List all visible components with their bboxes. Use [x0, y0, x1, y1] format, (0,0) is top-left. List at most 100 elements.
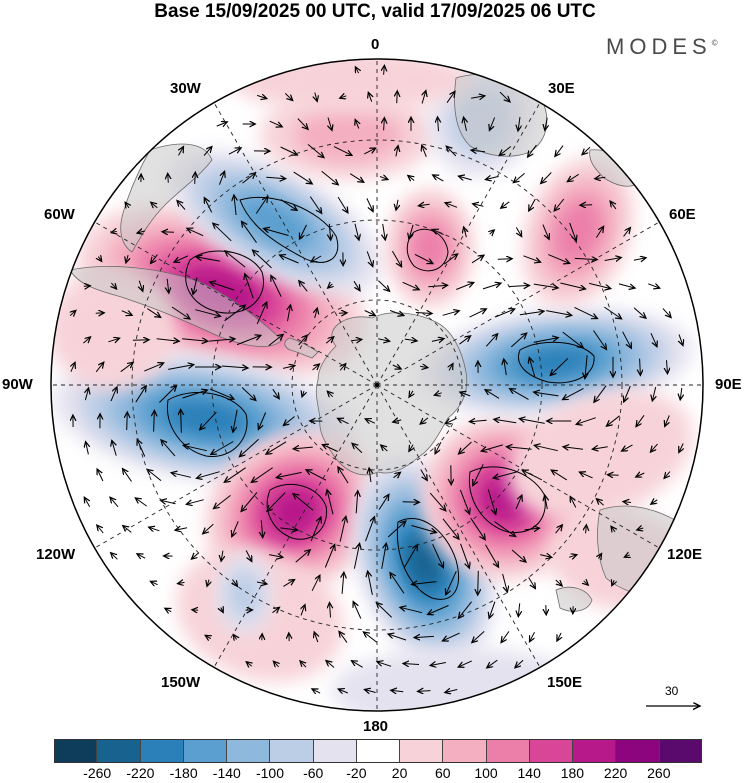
wind-vector [269, 120, 283, 127]
wind-vector [622, 331, 632, 349]
contour-line [468, 466, 546, 534]
lon-label-90w: 90W [2, 376, 33, 393]
wind-vector [384, 118, 385, 131]
wind-vector [351, 661, 363, 668]
modes-logo: MODES© [606, 34, 718, 60]
wind-vector [311, 255, 322, 262]
colorbar-tick-label: -260 [83, 765, 112, 781]
wind-vector [636, 473, 645, 477]
wind-vector [392, 365, 401, 369]
colorbar-tick-label: 260 [647, 765, 671, 781]
wind-vector [111, 553, 118, 560]
wind-vector [499, 91, 510, 102]
wind-vector [515, 659, 524, 668]
wind-vector [151, 202, 158, 208]
landmass [69, 266, 283, 347]
wind-vector [595, 226, 603, 238]
lon-label-60w: 60W [44, 206, 75, 223]
colorbar-cell [140, 739, 184, 763]
wind-vector [70, 310, 76, 315]
wind-vector [309, 196, 321, 214]
wind-vector [435, 441, 442, 454]
wind-vector [366, 251, 373, 266]
wind-vector [228, 148, 241, 155]
wind-vector [288, 305, 291, 322]
wind-vector [298, 335, 308, 346]
wind-vector [311, 575, 320, 592]
wind-vector [679, 334, 683, 345]
wind-vector [242, 221, 257, 243]
wind-vector [611, 526, 615, 532]
wind-vector [182, 390, 208, 399]
wind-vector [203, 523, 214, 534]
wind-vector [246, 662, 252, 667]
wind-vector [256, 302, 267, 325]
wind-vector [241, 492, 258, 512]
wind-vector [650, 443, 658, 452]
wind-vector [168, 365, 194, 370]
wind-vector [542, 224, 549, 240]
wind-vector [196, 471, 220, 479]
wind-vector [245, 274, 254, 299]
lon-label-30w: 30W [170, 80, 201, 97]
wind-vector [342, 572, 344, 594]
wind-vector [528, 144, 537, 157]
wind-vector [241, 387, 256, 401]
pole-marker [375, 383, 379, 387]
wind-vector [168, 173, 169, 183]
anomaly-shading [268, 488, 320, 536]
wind-vector [473, 204, 484, 206]
wind-vector [276, 471, 302, 477]
wind-vector [618, 283, 635, 288]
wind-vector [85, 388, 88, 401]
wind-vector [519, 419, 545, 424]
wind-vector [412, 582, 437, 585]
wind-vector [83, 337, 90, 344]
wind-vector [218, 171, 224, 185]
wind-vector [123, 469, 132, 482]
wind-vector [232, 521, 239, 536]
wind-vector [493, 471, 518, 478]
wind-vector [255, 197, 267, 214]
wind-vector [280, 199, 297, 211]
wind-vector [264, 229, 289, 236]
anomaly-shading [237, 196, 313, 248]
wind-vector [381, 543, 387, 569]
wind-vector [516, 227, 521, 236]
wind-vector [162, 232, 175, 233]
wind-vector [555, 525, 563, 534]
wind-vector [84, 497, 89, 508]
colorbar-tick-label: 60 [435, 765, 451, 781]
wind-vector [256, 582, 267, 584]
anomaly-shading [230, 59, 470, 112]
wind-vector [594, 385, 607, 403]
colorbar-cell [97, 739, 141, 763]
colorbar-cell [529, 739, 574, 763]
wind-vector [651, 500, 658, 504]
wind-vector [293, 171, 313, 184]
wind-vector [224, 305, 246, 322]
wind-vector [378, 494, 389, 510]
lon-label-180: 180 [363, 718, 389, 735]
wind-vector [364, 690, 376, 693]
wind-vector [606, 415, 620, 426]
wind-vector [120, 362, 134, 373]
wind-vector [428, 605, 449, 615]
landmass [454, 73, 548, 157]
wind-vector [485, 544, 499, 567]
wind-vector [108, 338, 119, 342]
wind-vector [680, 388, 682, 400]
wind-vector [404, 545, 418, 568]
lon-label-30e: 30E [548, 80, 575, 97]
wind-vector [267, 492, 286, 512]
wind-vector [171, 473, 192, 478]
wind-vector [137, 231, 146, 233]
wind-vector [378, 280, 389, 292]
wind-vector [135, 498, 147, 507]
wind-vector [393, 420, 402, 422]
wind-vector [214, 495, 231, 508]
wind-vector [192, 610, 198, 611]
wind-vector [384, 65, 385, 75]
wind-vector [381, 445, 388, 452]
wind-vector [204, 198, 213, 213]
